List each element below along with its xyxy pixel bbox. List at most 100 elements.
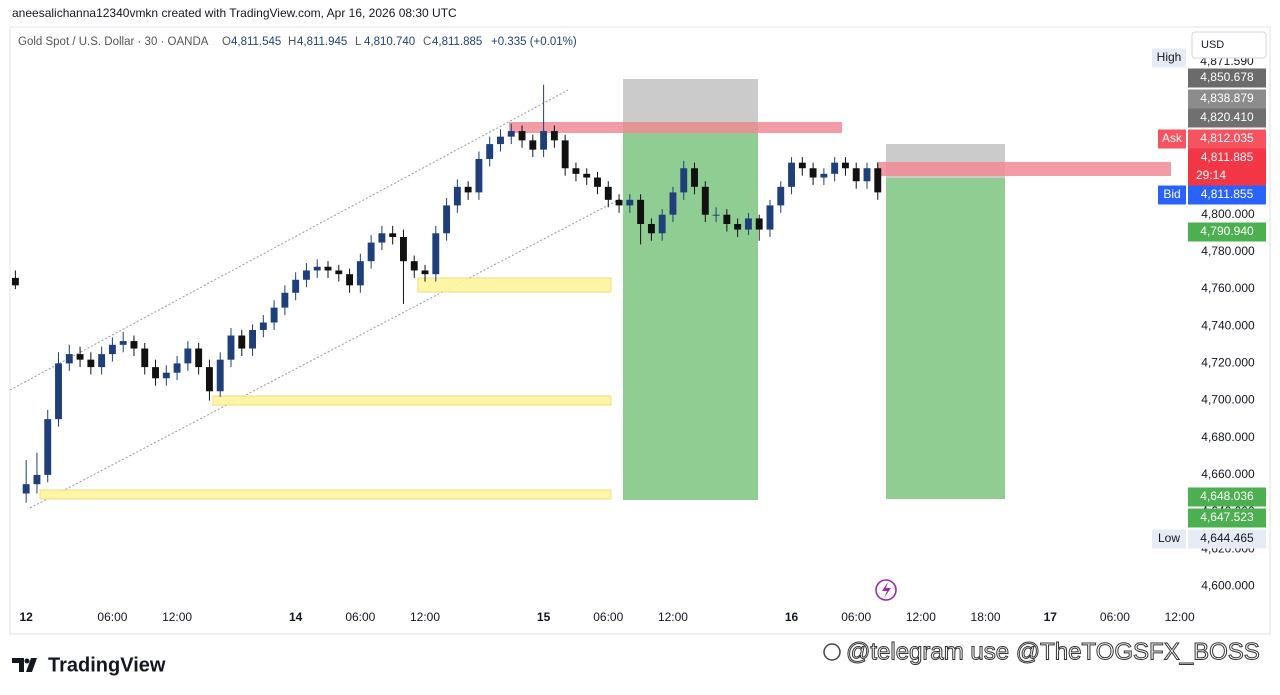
stop-zone — [623, 79, 758, 122]
candle-body — [400, 237, 407, 262]
candle-body — [723, 214, 731, 224]
price-axis: 4,600.0004,620.0004,640.0004,660.0004,68… — [1152, 48, 1269, 619]
candle-body — [33, 474, 41, 485]
price-tag: High — [1157, 50, 1182, 64]
price-label: 4,790.940 — [1200, 224, 1254, 238]
candle-body — [162, 372, 170, 379]
y-tick-label: 4,660.000 — [1201, 467, 1255, 481]
candle-body — [464, 186, 472, 193]
candle-body — [755, 218, 763, 230]
candle-body — [130, 341, 138, 349]
x-tick-label: 06:00 — [1100, 610, 1130, 624]
candle-body — [744, 218, 752, 230]
price-label-bg — [1188, 89, 1266, 109]
price-label-bg — [1188, 487, 1266, 507]
demand-zone — [417, 277, 612, 293]
x-tick-label: 17 — [1044, 610, 1058, 624]
candle-body — [497, 136, 504, 145]
candle-body — [583, 173, 591, 178]
candle-body — [205, 367, 213, 392]
price-label: 4,811.855 — [1201, 187, 1254, 201]
candle-body — [734, 223, 742, 230]
candle-body — [874, 168, 882, 193]
candle-body — [809, 168, 817, 178]
candle-body — [76, 354, 84, 360]
y-tick-label: 4,720.000 — [1201, 356, 1255, 370]
price-label-bg — [1188, 529, 1266, 549]
candle-body — [777, 186, 785, 206]
x-tick-label: 12:00 — [162, 610, 192, 624]
candle-body — [647, 223, 655, 234]
candle-body — [615, 199, 623, 206]
price-label: 4,838.879 — [1200, 91, 1254, 105]
currency[interactable]: USD — [1201, 39, 1224, 51]
candle-body — [507, 131, 515, 137]
candle-body — [852, 168, 860, 182]
price-label-bg — [1188, 508, 1266, 528]
price-tag: Ask — [1162, 131, 1183, 145]
candle-body — [561, 140, 569, 169]
candle-body — [292, 279, 300, 293]
price-label: 4,850.678 — [1200, 70, 1254, 84]
candle-body — [831, 162, 839, 174]
candle-body — [119, 341, 127, 345]
legend-key: L — [355, 36, 362, 48]
candle-body — [669, 192, 677, 215]
brand: TradingView — [48, 654, 166, 676]
candle-body — [65, 354, 73, 364]
supply-zone — [509, 122, 842, 133]
candle-body — [841, 162, 849, 169]
legend-value: 4,811.945 — [297, 36, 347, 48]
legend-value: 4,811.885 — [432, 36, 482, 48]
price-label-bg — [1188, 129, 1266, 149]
chart-frame — [9, 26, 1271, 635]
candle-body — [798, 162, 806, 169]
candle-body — [324, 266, 332, 271]
y-tick-label: 4,700.000 — [1201, 393, 1255, 407]
x-tick-label: 06:00 — [593, 610, 623, 624]
x-tick-label: 12:00 — [410, 610, 440, 624]
candle-body — [475, 158, 483, 193]
candle-body — [98, 354, 106, 368]
candle-body — [604, 186, 612, 200]
supply-zone — [877, 162, 1171, 176]
price-tag: Low — [1158, 531, 1180, 545]
candle-body — [356, 261, 364, 286]
candle-body — [346, 274, 354, 286]
candle-body — [22, 484, 30, 494]
price-label-bg — [1188, 222, 1266, 242]
candle-body — [486, 144, 494, 159]
x-tick-label: 12:00 — [1165, 610, 1195, 624]
candle-body — [594, 177, 601, 187]
candle-body — [227, 335, 235, 360]
candle-body — [249, 329, 256, 349]
candle-body — [141, 348, 149, 368]
x-tick-label: 12 — [19, 610, 33, 624]
demand-zone — [212, 395, 612, 406]
price-tag-bg — [1158, 185, 1186, 205]
currency-button[interactable] — [1191, 31, 1267, 59]
candle-body — [518, 131, 526, 141]
countdown: 29:14 — [1196, 168, 1226, 182]
price-label: 4,820.410 — [1200, 110, 1254, 124]
candle-body — [788, 162, 795, 187]
price-label-bg — [1188, 68, 1266, 88]
candle-body — [302, 270, 310, 280]
candle-body — [184, 348, 192, 364]
candle-body — [529, 140, 537, 150]
price-tag-bg — [1152, 48, 1186, 68]
alert-icon[interactable] — [875, 579, 897, 601]
x-tick-label: 12:00 — [658, 610, 688, 624]
y-tick-label: 4,600.000 — [1201, 579, 1255, 593]
legend-key: O — [222, 36, 231, 48]
candle-body — [270, 307, 278, 323]
channel-upper — [9, 89, 569, 391]
candle-body — [572, 168, 580, 174]
alert-bolt — [882, 582, 891, 598]
candle-body — [313, 266, 321, 271]
y-tick-label: 4,760.000 — [1201, 281, 1255, 295]
candle-body — [701, 186, 709, 215]
candle-body — [389, 233, 397, 238]
legend: Gold Spot / U.S. Dollar · 30 · OANDA O 4,… — [18, 36, 577, 48]
legend-key: H — [288, 36, 296, 48]
